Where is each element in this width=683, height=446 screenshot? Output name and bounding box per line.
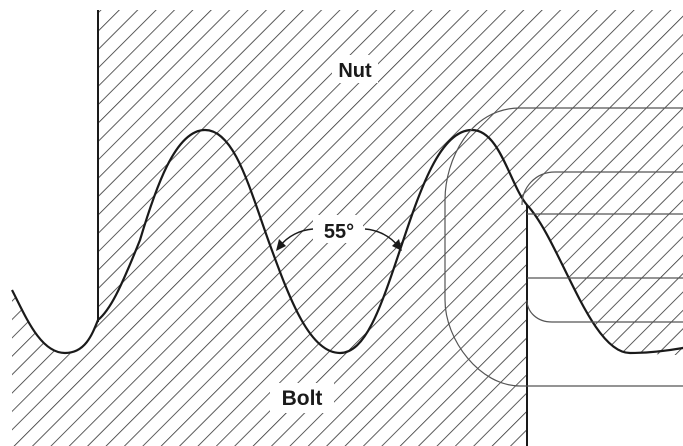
angle-label-backing bbox=[313, 215, 363, 243]
bolt-hatched-region bbox=[12, 130, 527, 446]
bolt-label: Bolt bbox=[282, 387, 323, 410]
inner-guide-outline bbox=[521, 171, 683, 206]
nut-label-backing bbox=[332, 55, 378, 83]
outer-guide-outline bbox=[444, 107, 683, 387]
angle-arrow-left bbox=[276, 239, 286, 251]
bolt-label-backing bbox=[270, 383, 334, 413]
nut-clearance-void bbox=[527, 214, 683, 390]
nut-label: Nut bbox=[338, 60, 372, 82]
angle-arrow-right bbox=[392, 239, 402, 251]
guide-line-3 bbox=[526, 299, 683, 323]
nut-hatched-region bbox=[98, 10, 683, 355]
angle-label: 55° bbox=[324, 221, 354, 243]
thread-profile-curve bbox=[11, 128, 683, 355]
